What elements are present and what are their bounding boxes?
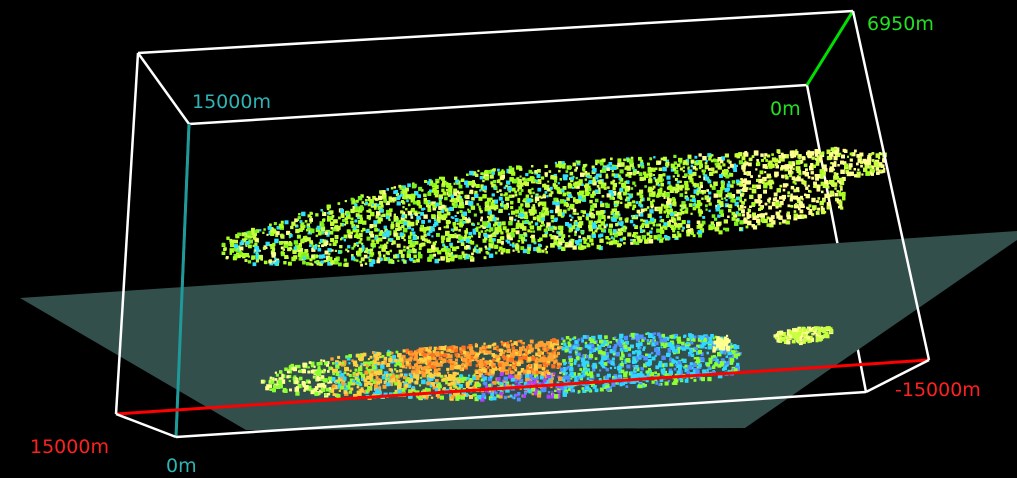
bounding-box-front <box>114 9 931 439</box>
z-axis-start-label: 0m <box>166 455 197 477</box>
y-axis-start-label: 0m <box>770 98 801 120</box>
x-axis-line <box>115 358 930 416</box>
y-axis-end-label: 6950m <box>867 13 934 35</box>
lower-point-cloud <box>260 326 834 402</box>
box-edge <box>137 9 854 55</box>
z-axis-end-label: 15000m <box>192 91 271 113</box>
box-edge <box>115 412 177 439</box>
x-axis-start-label: 15000m <box>30 436 109 458</box>
x-axis-end-label: -15000m <box>895 379 981 401</box>
box-edge <box>188 83 808 126</box>
box-edge <box>851 10 931 361</box>
z-axis-line <box>174 123 191 438</box>
y-axis-line <box>805 10 855 86</box>
box-edge <box>114 52 140 415</box>
box-edge <box>865 358 930 394</box>
upper-point-cloud <box>221 146 887 267</box>
box-edge <box>175 390 867 439</box>
box-edge <box>136 52 191 125</box>
